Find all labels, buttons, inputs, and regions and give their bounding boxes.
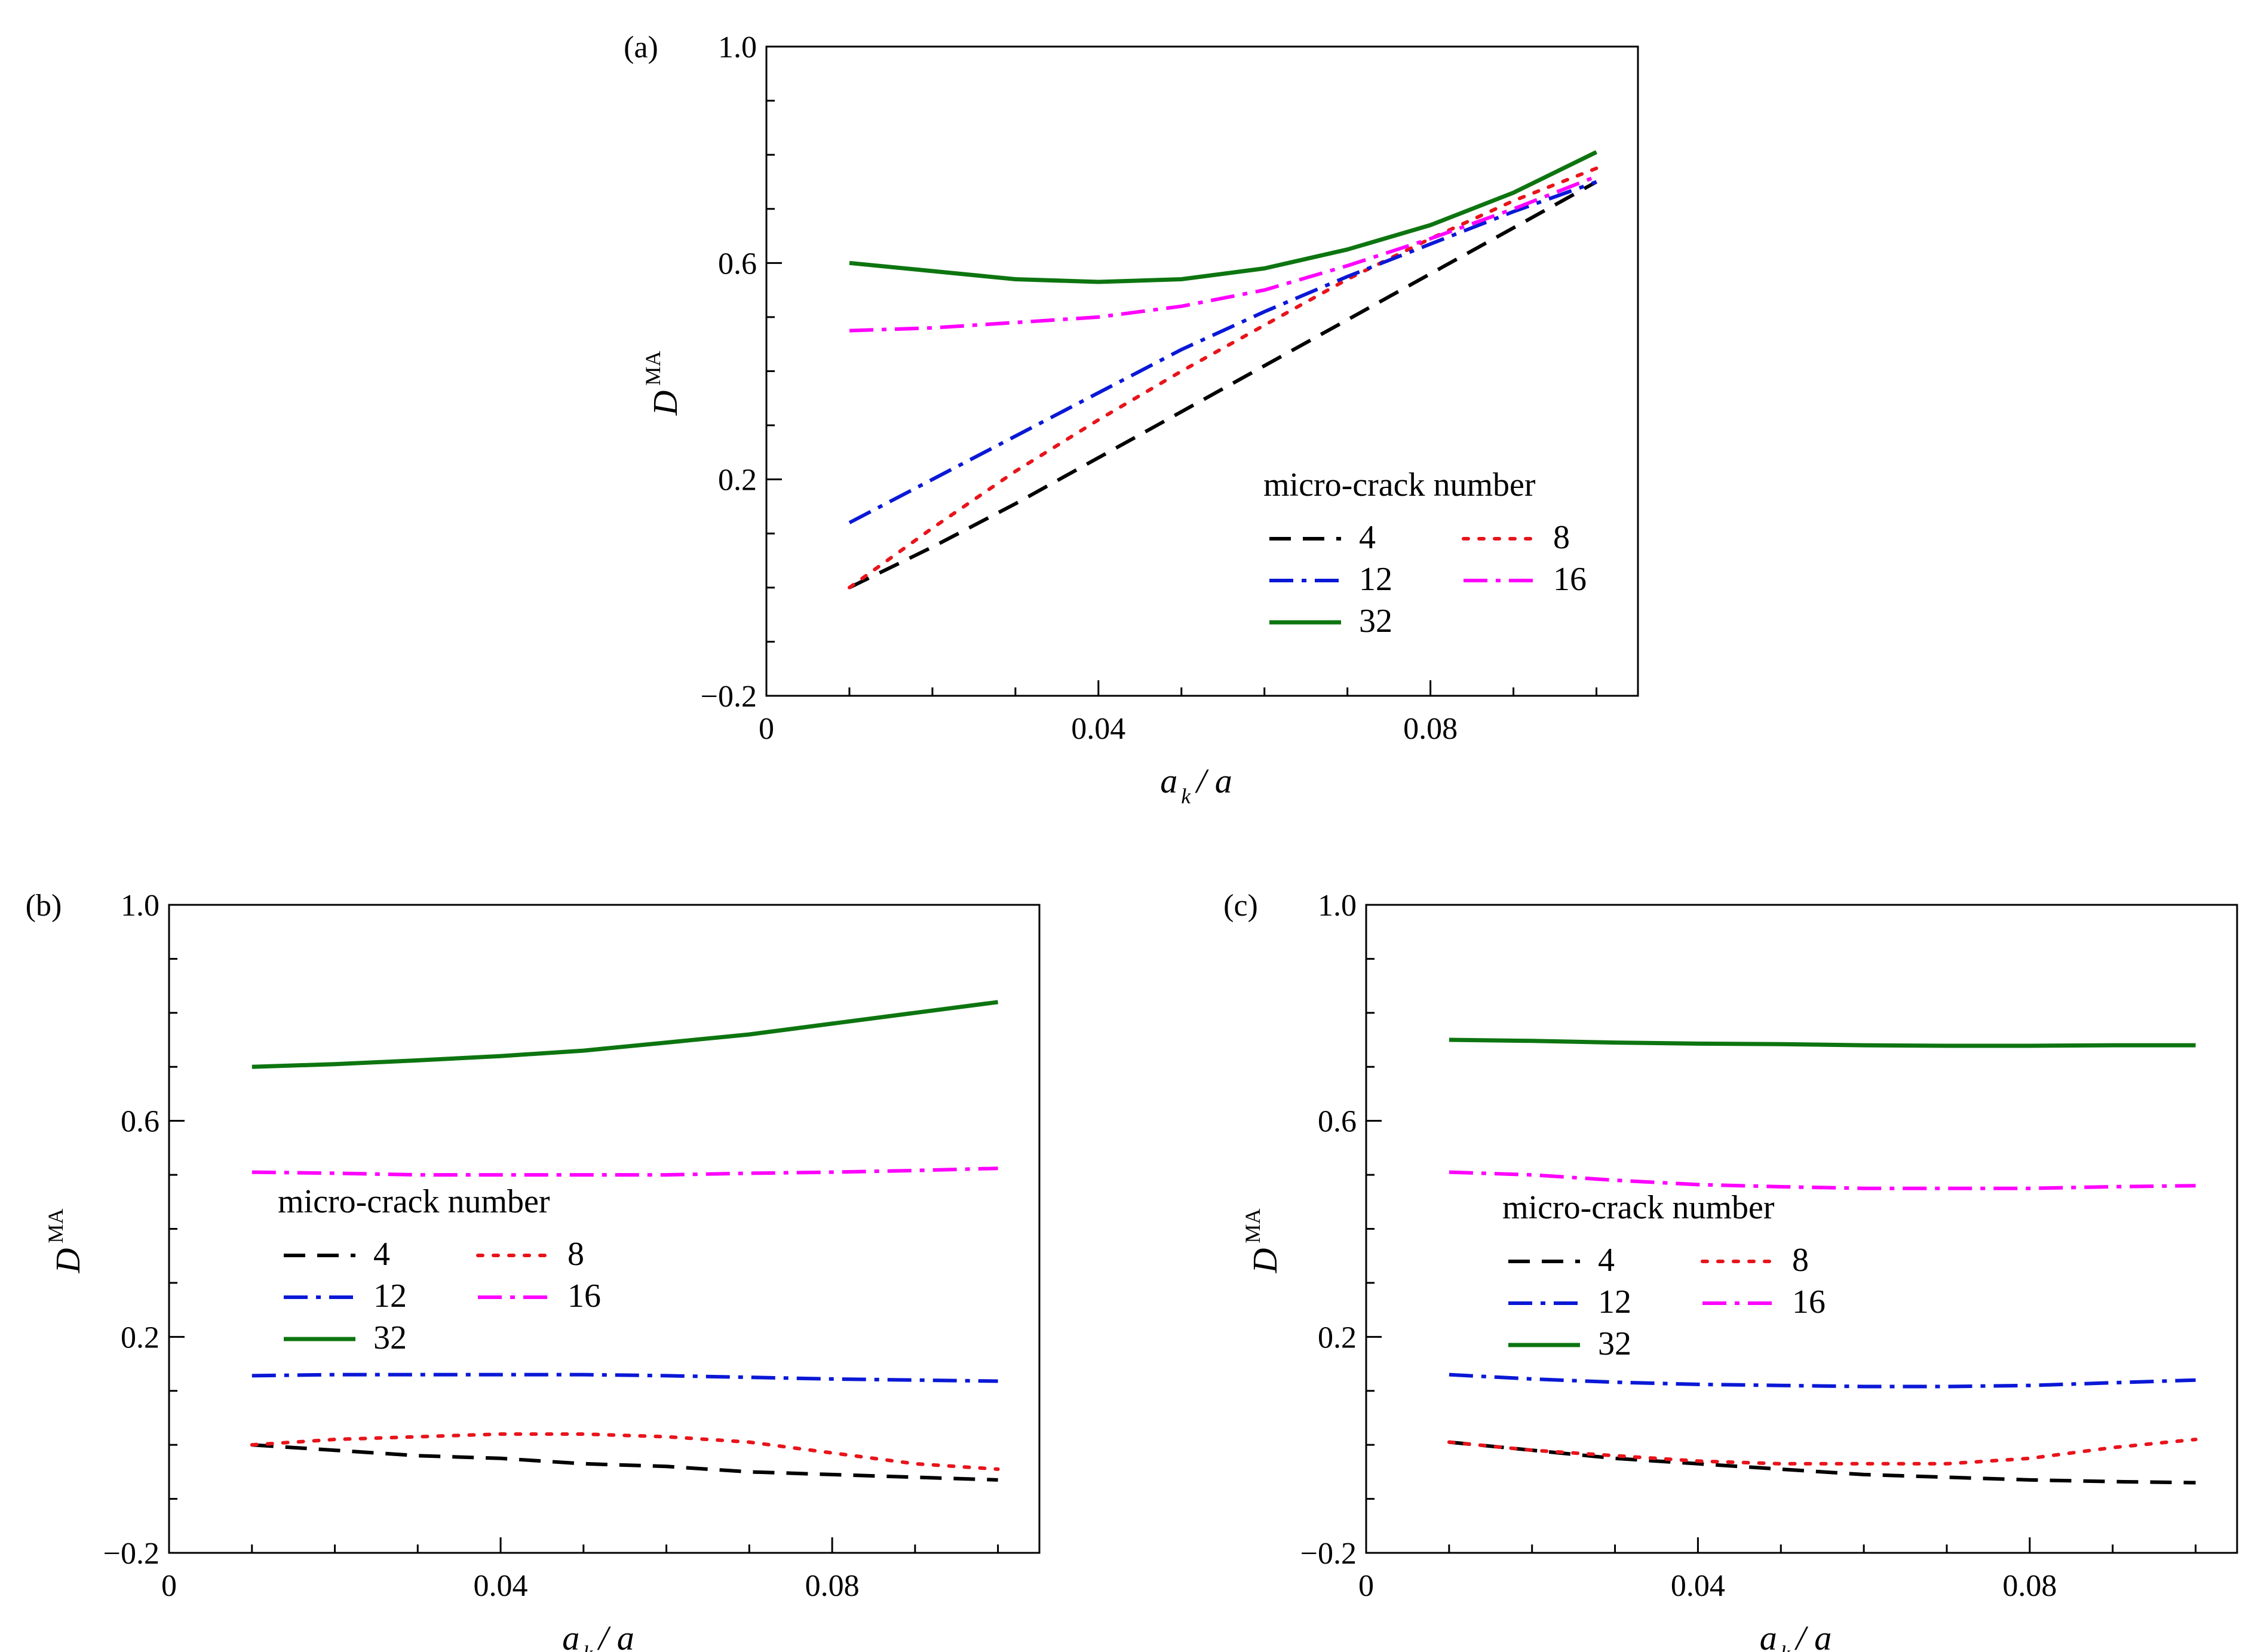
- legend: micro-crack number 4 8 12 16 32: [1263, 466, 1587, 640]
- y-tick-label: −0.2: [1300, 1537, 1357, 1571]
- series-line-8: [250, 1432, 1000, 1471]
- x-tick-label: 0.04: [1071, 712, 1125, 746]
- chart-b: 0 0.04 0.08 −0.2 0.2 0.6 1.0 (b) ak / a D MA micro-c…: [26, 889, 1041, 1652]
- y-axis-label: D MA: [1241, 1209, 1284, 1274]
- y-axis-label-main: D: [1245, 1248, 1284, 1273]
- chart-c: 0 0.04 0.08 −0.2 0.2 0.6 1.0 (c) ak/ a D MA micro-c…: [1223, 889, 2238, 1652]
- series-line-32: [1449, 1037, 2196, 1048]
- y-tick-label: 0.2: [718, 463, 757, 498]
- legend-label-12: 12: [1598, 1283, 1631, 1321]
- y-tick-label: 1.0: [1318, 889, 1357, 923]
- x-axis-label: ak / a: [562, 1619, 634, 1652]
- x-axis-label-main: a: [562, 1619, 579, 1652]
- legend-label-16: 16: [1792, 1283, 1826, 1321]
- series-line-12: [848, 180, 1597, 524]
- legend-title: micro-crack number: [278, 1183, 550, 1220]
- series-line-32: [251, 1000, 999, 1069]
- legend-label-32: 32: [373, 1319, 407, 1356]
- legend-title: micro-crack number: [1502, 1189, 1775, 1226]
- x-tick-label: 0: [1358, 1569, 1374, 1603]
- chart-a: 0 0.04 0.08 −0.2 0.2 0.6 1.0 (a) a k / a D MA micro-c…: [624, 30, 1639, 808]
- series-line-16: [1449, 1170, 2196, 1190]
- y-axis-label-main: D: [48, 1248, 87, 1273]
- x-tick-label: 0.04: [1671, 1569, 1725, 1603]
- y-tick-label: 0.2: [1318, 1321, 1357, 1355]
- legend-label-4: 4: [1598, 1242, 1615, 1279]
- legend: micro-crack number 4 8 12 16 32: [278, 1183, 601, 1356]
- legend-label-8: 8: [1553, 519, 1570, 556]
- y-tick-label: 0.2: [121, 1321, 159, 1355]
- series-line-32: [849, 150, 1598, 284]
- x-tick-label: 0.08: [805, 1569, 860, 1603]
- legend-label-4: 4: [1359, 519, 1376, 556]
- legend-label-32: 32: [1359, 603, 1392, 640]
- series-line-12: [251, 1372, 998, 1383]
- x-axis-label-rest: / a: [1195, 761, 1232, 800]
- legend-label-32: 32: [1598, 1325, 1631, 1362]
- x-axis-label: ak/ a: [1760, 1619, 1832, 1652]
- series-line-16: [849, 174, 1597, 333]
- y-axis-label: D MA: [44, 1209, 87, 1274]
- y-axis-label-sup: MA: [1241, 1209, 1265, 1243]
- series-line-16: [251, 1166, 998, 1177]
- legend-label-16: 16: [1553, 561, 1587, 598]
- x-tick-label: 0: [161, 1569, 177, 1603]
- legend-label-16: 16: [567, 1278, 601, 1315]
- y-tick-label: 0.6: [121, 1105, 159, 1139]
- panel-label: (a): [624, 30, 658, 65]
- x-axis-label-rest: / a: [597, 1619, 634, 1652]
- x-axis-label-sub: k: [1781, 1641, 1791, 1652]
- x-tick-label: 0: [759, 712, 774, 746]
- y-axis-label-sup: MA: [44, 1209, 68, 1243]
- x-axis-label-sub: k: [583, 1641, 593, 1652]
- x-axis-label-main: a: [1760, 1619, 1777, 1652]
- y-tick-label: 1.0: [121, 889, 159, 923]
- legend-label-8: 8: [1792, 1242, 1809, 1279]
- legend: micro-crack number 4 8 12 16 32: [1502, 1189, 1826, 1362]
- legend-label-12: 12: [373, 1278, 407, 1315]
- legend-label-4: 4: [373, 1236, 390, 1273]
- panel-label: (b): [26, 889, 62, 923]
- x-tick-label: 0.08: [1403, 712, 1458, 746]
- y-tick-label: 1.0: [718, 30, 757, 65]
- x-axis-label-rest: / a: [1794, 1619, 1832, 1652]
- legend-label-8: 8: [567, 1236, 584, 1273]
- panel-label: (c): [1223, 889, 1258, 923]
- y-tick-label: 0.6: [718, 247, 757, 281]
- y-axis-label: D MA: [641, 351, 685, 416]
- series-line-12: [1449, 1372, 2196, 1389]
- series-line-4: [251, 1443, 998, 1482]
- series-line-4: [848, 180, 1597, 589]
- legend-title: micro-crack number: [1263, 466, 1536, 503]
- x-tick-label: 0.08: [2002, 1569, 2057, 1603]
- x-axis-label-main: a: [1160, 761, 1177, 800]
- y-tick-label: −0.2: [103, 1537, 159, 1571]
- x-axis-label-sub: k: [1181, 784, 1191, 808]
- y-axis-label-main: D: [646, 390, 685, 416]
- series-line-4: [1449, 1440, 2196, 1485]
- legend-label-12: 12: [1359, 561, 1392, 598]
- y-tick-label: 0.6: [1318, 1105, 1357, 1139]
- x-tick-label: 0.04: [474, 1569, 528, 1603]
- y-tick-label: −0.2: [701, 680, 757, 714]
- series-line-8: [1447, 1438, 2198, 1466]
- y-axis-label-sup: MA: [641, 351, 665, 386]
